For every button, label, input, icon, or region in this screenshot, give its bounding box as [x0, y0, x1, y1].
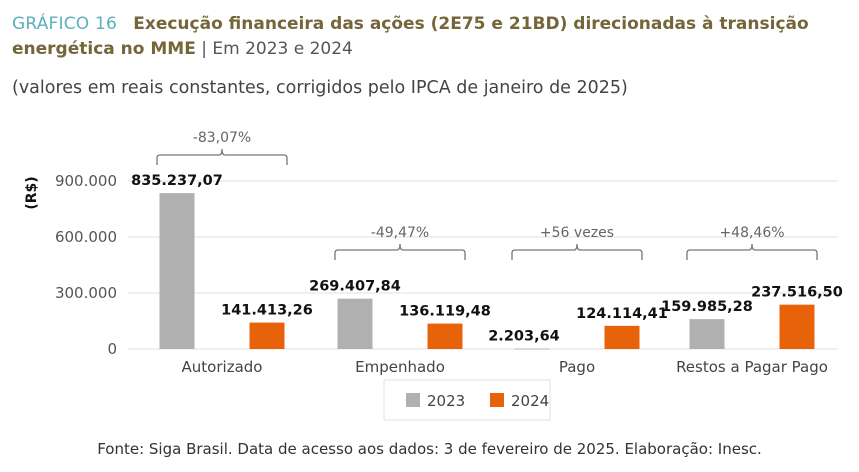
x-tick-label: Pago — [559, 358, 595, 376]
x-tick-label: Restos a Pagar Pago — [676, 358, 828, 376]
bar-2023-empenhado — [337, 298, 373, 349]
source-note: Fonte: Siga Brasil. Data de acesso aos d… — [97, 440, 762, 458]
chart-title-bold-2: energética no MME — [12, 39, 196, 59]
comparison-brace — [156, 148, 288, 165]
change-annotation: +48,46% — [719, 225, 784, 241]
figure-label: GRÁFICO 16 — [12, 14, 118, 34]
y-tick-label: 900.000 — [55, 172, 117, 190]
title-separator: | — [195, 39, 213, 59]
data-label: 2.203,64 — [488, 329, 560, 345]
legend-swatch-2023 — [406, 393, 420, 407]
data-label: 159.985,28 — [661, 299, 753, 315]
change-annotation: +56 vezes — [540, 225, 614, 241]
bar-2023-autorizado — [159, 193, 195, 349]
y-tick-label: 600.000 — [55, 228, 117, 246]
bar-2024-autorizado — [249, 322, 285, 349]
data-label: 141.413,26 — [221, 303, 313, 319]
comparison-brace — [686, 243, 818, 260]
comparison-brace — [334, 243, 466, 260]
legend-label-2024: 2024 — [511, 392, 549, 410]
bar-2023-restos-a-pagar-pago — [689, 319, 725, 349]
y-tick-label: 300.000 — [55, 284, 117, 302]
chart-title-line-2: energética no MME | Em 2023 e 2024 — [12, 38, 353, 60]
change-annotation: -49,47% — [371, 225, 429, 241]
data-label: 124.114,41 — [576, 306, 668, 322]
data-label: 237.516,50 — [751, 285, 843, 301]
chart-title-bold-1: Execução financeira das ações (2E75 e 21… — [133, 14, 809, 34]
x-tick-label: Autorizado — [182, 358, 263, 376]
data-label: 835.237,07 — [131, 173, 223, 189]
legend-label-2023: 2023 — [427, 392, 465, 410]
data-label: 136.119,48 — [399, 304, 491, 320]
bar-2024-pago — [604, 325, 640, 349]
bar-2023-pago — [514, 348, 550, 350]
y-axis-label: (R$) — [24, 176, 40, 209]
comparison-brace — [511, 243, 643, 260]
y-tick-label: 0 — [107, 340, 117, 358]
data-label: 269.407,84 — [309, 279, 401, 295]
change-annotation: -83,07% — [193, 130, 251, 146]
bar-2024-empenhado — [427, 323, 463, 349]
title-suffix: Em 2023 e 2024 — [212, 39, 353, 59]
legend-swatch-2024 — [490, 393, 504, 407]
chart-subtitle: (valores em reais constantes, corrigidos… — [12, 78, 628, 98]
x-tick-label: Empenhado — [355, 358, 445, 376]
bar-2024-restos-a-pagar-pago — [779, 304, 815, 349]
chart-title-line-1: GRÁFICO 16 Execução financeira das ações… — [12, 13, 809, 35]
